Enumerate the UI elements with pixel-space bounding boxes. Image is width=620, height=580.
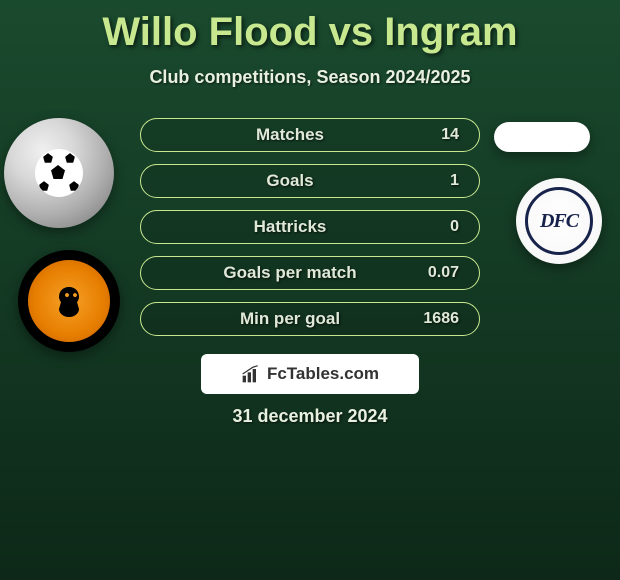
stat-label: Min per goal xyxy=(161,309,419,329)
stat-label: Matches xyxy=(161,125,419,145)
dfc-badge: DFC xyxy=(516,178,602,264)
orange-disc xyxy=(25,257,113,345)
footer-date: 31 december 2024 xyxy=(0,406,620,427)
watermark-text: FcTables.com xyxy=(267,364,379,384)
egyptian-fa-badge xyxy=(4,118,114,228)
white-oval-badge xyxy=(494,122,590,152)
stat-label: Goals xyxy=(161,171,419,191)
stat-value: 1 xyxy=(419,172,459,190)
watermark: FcTables.com xyxy=(201,354,419,394)
stat-row-matches: Matches 14 xyxy=(140,118,480,152)
dfc-ring: DFC xyxy=(525,187,593,255)
lion-icon xyxy=(49,281,89,321)
stat-label: Goals per match xyxy=(161,263,419,283)
infographic-container: Willo Flood vs Ingram Club competitions,… xyxy=(0,0,620,580)
page-title: Willo Flood vs Ingram xyxy=(0,10,620,55)
stat-row-gpm: Goals per match 0.07 xyxy=(140,256,480,290)
stat-row-mpg: Min per goal 1686 xyxy=(140,302,480,336)
soccer-ball-icon xyxy=(35,149,83,197)
page-subtitle: Club competitions, Season 2024/2025 xyxy=(0,67,620,88)
dfc-text: DFC xyxy=(540,210,578,233)
stat-row-goals: Goals 1 xyxy=(140,164,480,198)
bar-chart-icon xyxy=(241,364,261,384)
stat-value: 1686 xyxy=(419,310,459,328)
stat-label: Hattricks xyxy=(161,217,419,237)
stat-value: 14 xyxy=(419,126,459,144)
stat-value: 0 xyxy=(419,218,459,236)
stat-value: 0.07 xyxy=(419,264,459,282)
stat-row-hattricks: Hattricks 0 xyxy=(140,210,480,244)
dundee-united-badge xyxy=(18,250,120,352)
stats-list: Matches 14 Goals 1 Hattricks 0 Goals per… xyxy=(140,118,480,336)
